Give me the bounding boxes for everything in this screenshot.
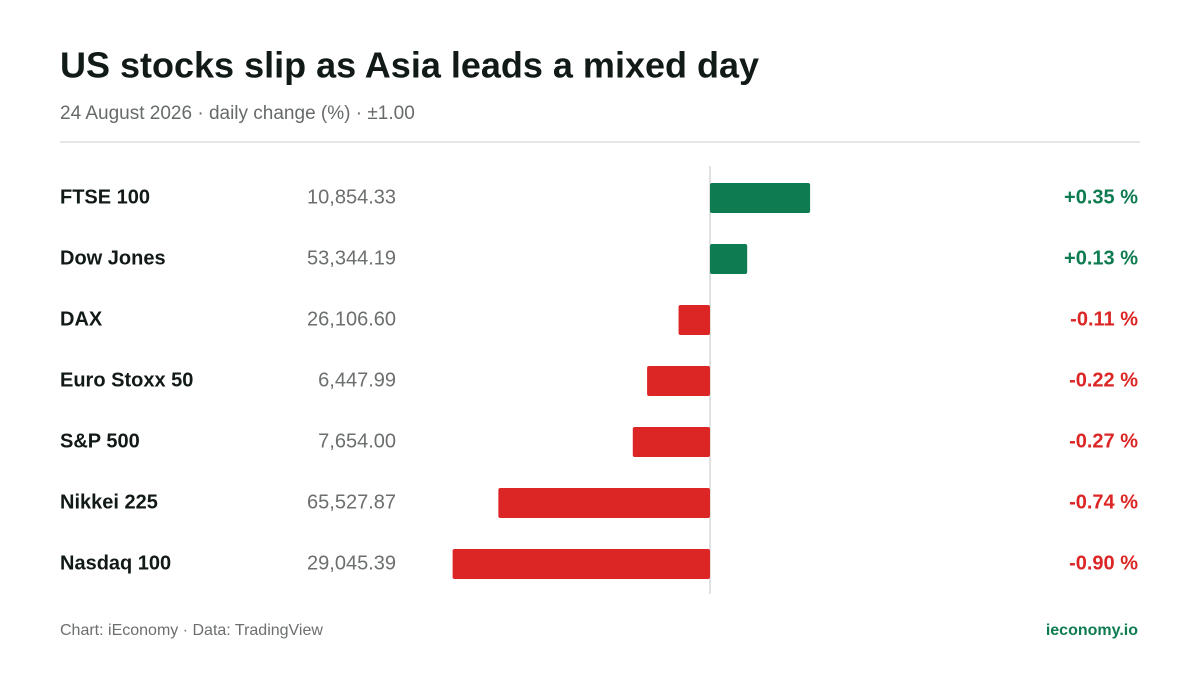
source: Chart: iEconomy · Data: TradingView [60,622,323,639]
brand: ieconomy.io [1046,622,1138,639]
category-label: Nikkei 225 [60,491,158,513]
bar [632,427,710,457]
value-label: +0.13 % [1064,247,1138,269]
value-label: -0.11 % [1070,308,1138,330]
index-level: 10,854.33 [307,186,396,208]
value-label: -0.74 % [1069,491,1138,513]
bar [647,366,710,396]
bar [678,305,710,335]
index-level: 26,106.60 [307,308,396,330]
bar [710,183,811,213]
category-label: S&P 500 [60,430,140,452]
index-level: 53,344.19 [307,247,396,269]
bar [498,488,710,518]
category-label: DAX [60,308,103,330]
category-label: FTSE 100 [60,186,150,208]
index-level: 7,654.00 [318,430,396,452]
category-label: Euro Stoxx 50 [60,369,193,391]
index-level: 6,447.99 [318,369,396,391]
value-label: -0.90 % [1069,552,1138,574]
bar [710,244,748,274]
index-level: 29,045.39 [307,552,396,574]
index-level: 65,527.87 [307,491,396,513]
category-label: Dow Jones [60,247,166,269]
value-label: -0.22 % [1069,369,1138,391]
chart-title: US stocks slip as Asia leads a mixed day [60,45,759,86]
value-label: +0.35 % [1064,186,1138,208]
chart-subtitle: 24 August 2026 · daily change (%) · ±1.0… [60,103,415,124]
value-label: -0.27 % [1069,430,1138,452]
category-label: Nasdaq 100 [60,552,171,574]
bar [452,549,710,579]
